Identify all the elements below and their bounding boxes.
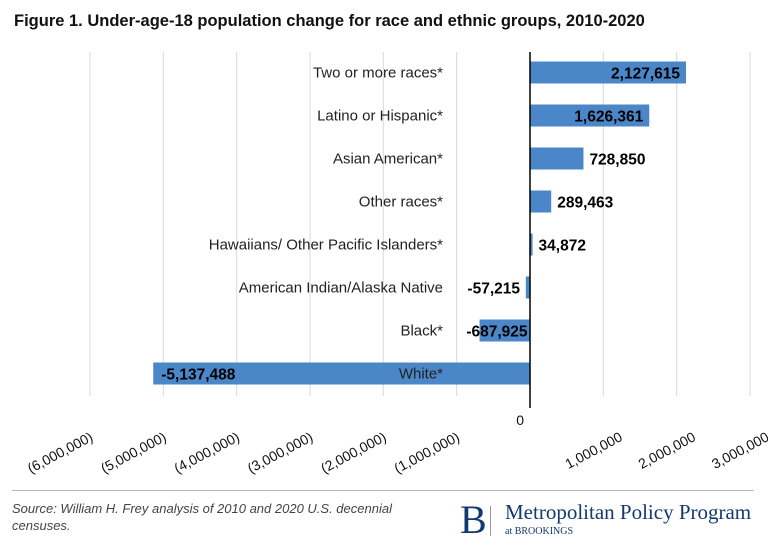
data-label: 1,626,361 xyxy=(574,109,643,126)
data-label: -5,137,488 xyxy=(161,367,235,384)
x-tick-label: (1,000,000) xyxy=(391,429,462,477)
logo-sub: at BROOKINGS xyxy=(505,526,574,537)
category-label: Hawaiians/ Other Pacific Islanders* xyxy=(209,237,443,254)
data-label: 728,850 xyxy=(589,152,645,169)
source-note: Source: William H. Frey analysis of 2010… xyxy=(12,501,392,533)
data-label: 2,127,615 xyxy=(611,66,680,83)
x-tick-label: 0 xyxy=(516,412,524,428)
chart-title: Figure 1. Under-age-18 population change… xyxy=(14,12,645,30)
bar xyxy=(530,233,533,256)
divider xyxy=(12,490,754,491)
logo-divider xyxy=(490,506,491,536)
bar-chart: (6,000,000) (5,000,000) (4,000,000) (3,000,… xyxy=(25,52,768,477)
category-label: Black* xyxy=(400,323,443,340)
category-label: Two or more races* xyxy=(313,65,443,82)
data-label: -57,215 xyxy=(467,281,520,298)
category-label: Other races* xyxy=(359,194,443,211)
logo-letter: B xyxy=(460,497,487,542)
bar xyxy=(530,147,584,170)
bar xyxy=(530,104,650,127)
x-tick-label: 2,000,000 xyxy=(636,428,699,471)
data-label: 34,872 xyxy=(539,238,586,255)
x-tick-label: (3,000,000) xyxy=(245,429,316,477)
x-tick-label: 3,000,000 xyxy=(709,428,768,471)
category-label: White* xyxy=(399,366,443,383)
bar xyxy=(525,276,530,299)
x-tick-label: (6,000,000) xyxy=(25,429,96,477)
bar xyxy=(530,61,687,84)
data-label: -687,925 xyxy=(466,324,528,341)
brookings-logo: B Metropolitan Policy Program at BROOKIN… xyxy=(460,497,760,542)
bar xyxy=(530,190,552,213)
logo-name: Metropolitan Policy Program xyxy=(505,500,752,524)
category-label: Asian American* xyxy=(333,151,443,168)
x-tick-label: (4,000,000) xyxy=(171,429,242,477)
category-label: American Indian/Alaska Native xyxy=(239,280,443,297)
data-label: 289,463 xyxy=(557,195,613,212)
x-tick-label: (2,000,000) xyxy=(318,429,389,477)
bar xyxy=(153,362,530,385)
bar xyxy=(479,319,530,342)
category-label: Latino or Hispanic* xyxy=(317,108,443,125)
x-tick-label: 1,000,000 xyxy=(562,428,625,471)
x-tick-label: (5,000,000) xyxy=(98,429,169,477)
